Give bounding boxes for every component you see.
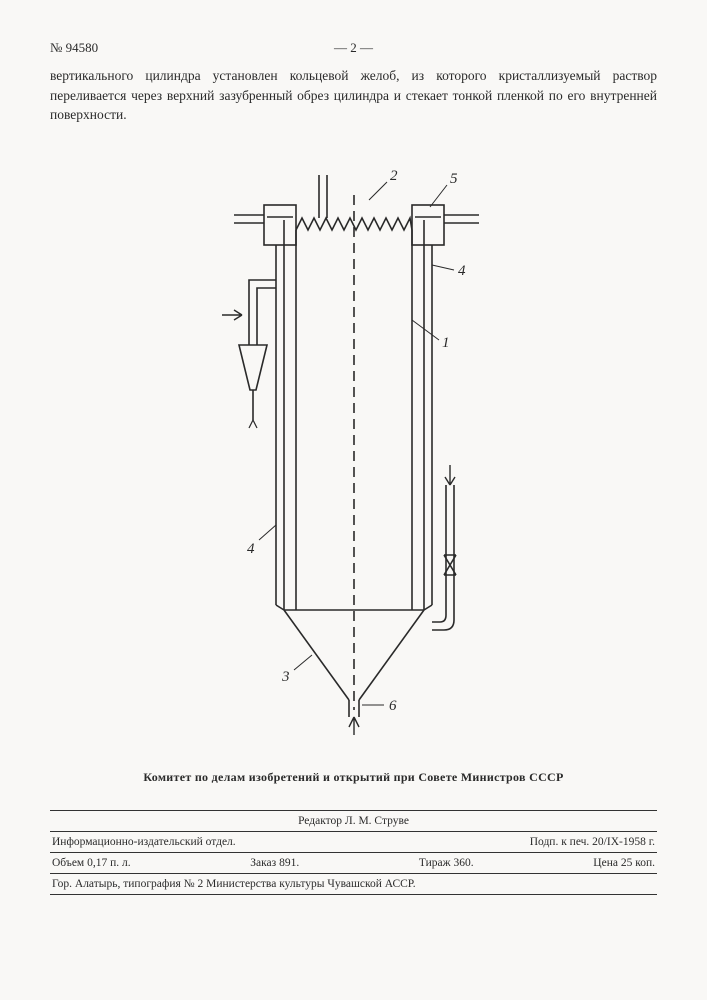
colophon-tirage: Тираж 360. <box>419 857 474 869</box>
page-number: — 2 — <box>98 40 609 56</box>
colophon-printer: Гор. Алатырь, типография № 2 Министерств… <box>52 878 416 890</box>
colophon-signed: Подп. к печ. 20/IX-1958 г. <box>530 836 655 848</box>
colophon-dept: Информационно-издательский отдел. <box>52 836 236 848</box>
committee-line: Комитет по делам изобретений и открытий … <box>50 770 657 785</box>
diagram-label-1: 1 <box>442 335 450 351</box>
doc-number: № 94580 <box>50 40 98 56</box>
colophon-price: Цена 25 коп. <box>593 857 655 869</box>
diagram-label-4-left: 4 <box>247 541 255 557</box>
colophon-row-2: Объем 0,17 п. л. Заказ 891. Тираж 360. Ц… <box>50 853 657 874</box>
diagram-label-2: 2 <box>390 168 398 184</box>
diagram-label-6: 6 <box>389 698 397 714</box>
crystallizer-schematic: 2 5 4 1 4 3 6 <box>144 145 564 745</box>
colophon-row-3: Гор. Алатырь, типография № 2 Министерств… <box>50 874 657 895</box>
diagram-label-5: 5 <box>450 171 458 187</box>
colophon-block: Редактор Л. М. Струве Информационно-изда… <box>50 810 657 895</box>
page-header: № 94580 — 2 — № 94580 <box>50 40 657 56</box>
diagram-label-4-right: 4 <box>458 263 466 279</box>
technical-diagram: 2 5 4 1 4 3 6 <box>50 145 657 745</box>
diagram-label-3: 3 <box>281 669 290 685</box>
editor-line: Редактор Л. М. Струве <box>50 811 657 832</box>
colophon-order: Заказ 891. <box>250 857 299 869</box>
body-paragraph: вертикального цилиндра установлен кольце… <box>50 66 657 125</box>
colophon-row-1: Информационно-издательский отдел. Подп. … <box>50 832 657 853</box>
colophon-volume: Объем 0,17 п. л. <box>52 857 131 869</box>
